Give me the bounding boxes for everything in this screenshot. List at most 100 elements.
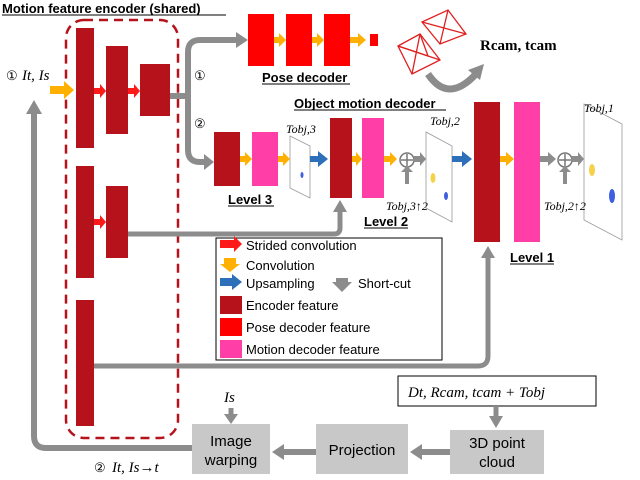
encoder-title: Motion feature encoder (shared): [2, 1, 201, 16]
point-cloud-label-2: cloud: [479, 454, 515, 471]
camera-frustum-2: [420, 9, 468, 45]
object-decoder-label: Object motion decoder: [294, 96, 436, 111]
t-obj-2-up-label: Tobj,2↑2: [544, 199, 586, 213]
legend-shortcut-label: Short-cut: [358, 276, 411, 291]
level1-motion-map: [583, 103, 623, 241]
warping-loop-arrowhead: [26, 100, 42, 114]
pose-block-4: [370, 34, 378, 46]
point-cloud-box: [450, 430, 544, 474]
legend-encoder-label: Encoder feature: [246, 298, 339, 313]
legend-encoder-swatch: [220, 296, 242, 314]
pose-conv-arrow-2: [312, 33, 324, 47]
branch-marker-1: ①: [194, 68, 206, 83]
legend-pose-swatch: [220, 318, 242, 336]
upsample-arrow-2-1: [452, 151, 472, 167]
arrowhead-pose: [236, 32, 248, 48]
camera-frustum-1: [397, 33, 441, 75]
cloud-to-projection-arrowhead: [410, 444, 422, 460]
path-to-pose-decoder: [170, 37, 238, 99]
encoder-block-6: [76, 300, 94, 426]
input-marker-1: ①: [6, 68, 18, 83]
t-obj-3-up-label: Tobj,3↑2: [386, 199, 428, 213]
legend-pose-label: Pose decoder feature: [246, 320, 370, 335]
camera-motion-arrow: [425, 71, 479, 93]
legend-motion-swatch: [220, 340, 242, 358]
legend-box: [215, 237, 443, 361]
input-conv-arrow: [50, 81, 74, 99]
legend-up-icon: [220, 274, 242, 290]
level2-motion-blob-yellow: [430, 173, 436, 183]
level1-encoder-block: [474, 102, 500, 242]
level3-motion-block: [252, 132, 278, 186]
level2-motion-map: [425, 131, 453, 223]
legend-conv-icon: [220, 258, 240, 272]
image-warping-label-1: Image: [210, 433, 252, 450]
input-label-1: It, Is: [21, 68, 50, 84]
encoder-dashed-box: [64, 18, 180, 440]
level3-motion-map: [289, 135, 311, 199]
warping-loop-back: [31, 112, 192, 451]
projection-to-warping-arrowhead: [272, 444, 284, 460]
input-marker-2: ②: [94, 460, 106, 475]
level1-motion-block: [514, 102, 540, 242]
warping-is-label: Is: [223, 390, 235, 406]
formula-to-cloud-arrowhead: [489, 416, 503, 428]
level2-motion-block: [362, 118, 384, 198]
point-cloud-label-1: 3D point: [469, 435, 526, 452]
level2-label: Level 2: [364, 214, 408, 229]
legend-conv-label: Convolution: [246, 258, 315, 273]
level2-conv-arrow-2: [384, 152, 397, 166]
encoder-block-4: [76, 166, 94, 278]
projection-label: Projection: [329, 442, 396, 459]
camera-motion-arrowhead: [468, 64, 484, 80]
is-to-warping-arrowhead: [224, 414, 238, 424]
path-to-object-decoder: [185, 96, 206, 165]
level1-sum-out: [572, 152, 584, 166]
level2-upsample-arrowhead: [401, 166, 413, 172]
level1-conv-arrow-1: [500, 152, 514, 166]
pose-block-1: [248, 14, 274, 66]
pose-block-2: [286, 14, 312, 66]
t-obj-2-label: Tobj,2: [430, 114, 460, 128]
level1-label: Level 1: [510, 250, 554, 265]
legend-strided-label: Strided convolution: [246, 238, 357, 253]
projection-box: [316, 424, 408, 474]
level2-conv-arrow-1: [352, 152, 362, 166]
level3-encoder-block: [214, 132, 240, 186]
legend-strided-icon: [220, 236, 242, 252]
image-warping-label-2: warping: [204, 452, 258, 469]
skip-to-level2: [128, 210, 343, 237]
encoder-block-5: [106, 186, 128, 258]
level1-motion-blob-blue: [609, 189, 615, 203]
t-obj-1-label: Tobj,1: [584, 101, 614, 115]
encoder-block-1: [76, 28, 94, 148]
level2-encoder-block: [330, 118, 352, 198]
t-obj-3-label: Tobj,3: [286, 122, 316, 136]
strided-arrow-enc-3: [94, 215, 106, 229]
strided-arrow-enc-1: [94, 84, 106, 98]
branch-marker-2: ②: [194, 116, 206, 131]
pose-block-3: [324, 14, 350, 66]
legend-shortcut-icon: [332, 278, 352, 292]
sum-formula-label: Dt, Rcam, tcam + Tobj: [407, 385, 545, 401]
level3-conv-arrow-2: [278, 152, 290, 166]
level3-conv-arrow-1: [240, 152, 252, 166]
level2-motion-blob-blue: [444, 192, 448, 200]
legend-up-label: Upsampling: [246, 276, 315, 291]
level1-upsample-arrowhead: [559, 166, 571, 172]
encoder-block-2: [106, 46, 128, 134]
pose-output-label: Rcam, tcam: [480, 38, 557, 54]
level3-motion-blob: [300, 172, 304, 178]
pose-conv-arrow-1: [274, 33, 286, 47]
skip-to-level1: [94, 256, 491, 369]
encoder-block-3: [140, 64, 170, 116]
level2-sum-out: [414, 152, 426, 166]
input-label-2: It, Is→t: [111, 460, 159, 476]
level1-gray-arrow: [540, 152, 556, 166]
strided-arrow-enc-2: [128, 84, 140, 98]
image-warping-box: [192, 424, 270, 474]
legend-motion-label: Motion decoder feature: [246, 342, 380, 357]
arrowhead-object: [204, 154, 214, 170]
upsample-arrow-3-2: [310, 151, 328, 167]
